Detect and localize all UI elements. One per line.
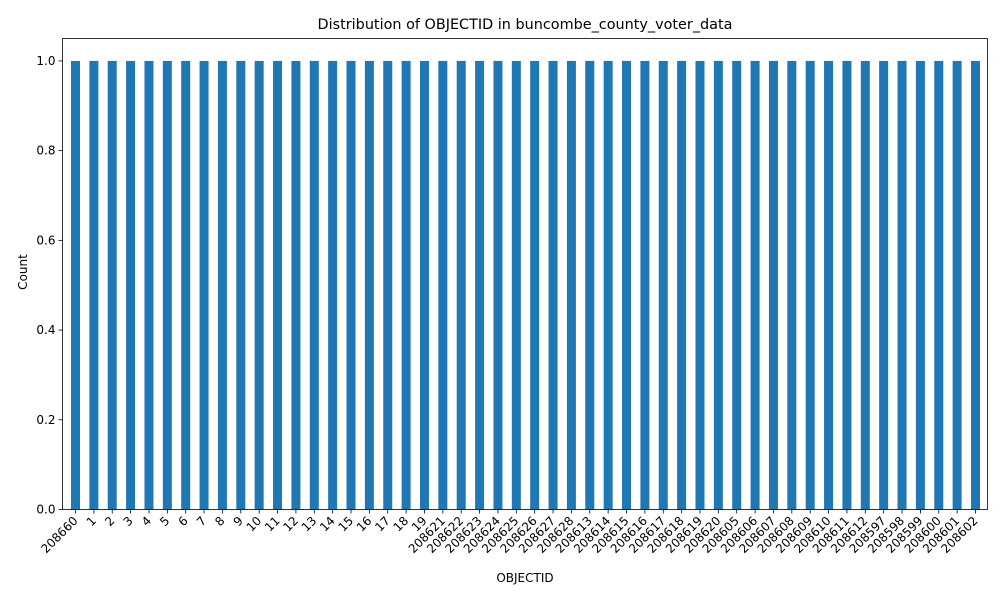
y-tick-label: 1.0 [36, 54, 55, 68]
bar [475, 60, 485, 510]
bar [162, 60, 172, 510]
x-tick-label: 1 [84, 514, 99, 529]
bar [713, 60, 723, 510]
bar [419, 60, 429, 510]
bar [511, 60, 521, 510]
bar [824, 60, 834, 510]
bars-group [71, 60, 980, 510]
plot-frame [62, 38, 988, 510]
bar [879, 60, 889, 510]
x-tick-label: 6 [176, 514, 191, 529]
bar [842, 60, 852, 510]
bar [328, 60, 338, 510]
bar [199, 60, 209, 510]
bar [309, 60, 319, 510]
bar [364, 60, 374, 510]
bar [971, 60, 980, 510]
bar [732, 60, 742, 510]
bar [787, 60, 797, 510]
bar [89, 60, 99, 510]
x-tick-label: 3 [120, 514, 135, 529]
bar [217, 60, 227, 510]
bar [456, 60, 466, 510]
bar [768, 60, 778, 510]
y-tick-label: 0.4 [36, 323, 55, 337]
bar [585, 60, 595, 510]
bar [493, 60, 503, 510]
x-tick-label: 208660 [38, 514, 80, 556]
bar [438, 60, 448, 510]
bar [273, 60, 283, 510]
bar [236, 60, 246, 510]
y-tick-label: 0.0 [36, 503, 55, 517]
x-tick-label: 2 [102, 514, 117, 529]
bar [750, 60, 760, 510]
x-ticks-group: 208660 1 2 3 4 5 6 7 8 91011121314151617181920862… [38, 509, 981, 556]
x-tick-label: 5 [157, 514, 172, 529]
x-tick-label: 9 [231, 514, 246, 529]
bar [548, 60, 558, 510]
bar [144, 60, 154, 510]
bar [934, 60, 944, 510]
chart-title: Distribution of OBJECTID in buncombe_cou… [318, 17, 733, 33]
bar [126, 60, 136, 510]
bar [401, 60, 411, 510]
bar [952, 60, 962, 510]
y-ticks-group: 0.0 0.2 0.4 0.6 0.8 1.0 [36, 54, 63, 517]
bar [383, 60, 393, 510]
x-tick-label: 7 [194, 514, 209, 529]
bar [658, 60, 668, 510]
bar [346, 60, 356, 510]
y-tick-label: 0.8 [36, 144, 55, 158]
bar [107, 60, 117, 510]
bar [640, 60, 650, 510]
bar [530, 60, 540, 510]
y-tick-label: 0.2 [36, 413, 55, 427]
y-axis-label: Count [16, 254, 30, 290]
bar [566, 60, 576, 510]
bar [805, 60, 815, 510]
bar [677, 60, 687, 510]
bar [181, 60, 191, 510]
bar [897, 60, 907, 510]
bar [915, 60, 925, 510]
bar [860, 60, 870, 510]
bar [291, 60, 301, 510]
x-tick-label: 4 [139, 514, 154, 529]
bar [71, 60, 80, 510]
bar [695, 60, 705, 510]
y-tick-label: 0.6 [36, 233, 55, 247]
x-axis-label: OBJECTID [496, 571, 553, 585]
bar [254, 60, 264, 510]
bar [622, 60, 632, 510]
bar [603, 60, 613, 510]
x-tick-label: 8 [212, 514, 227, 529]
